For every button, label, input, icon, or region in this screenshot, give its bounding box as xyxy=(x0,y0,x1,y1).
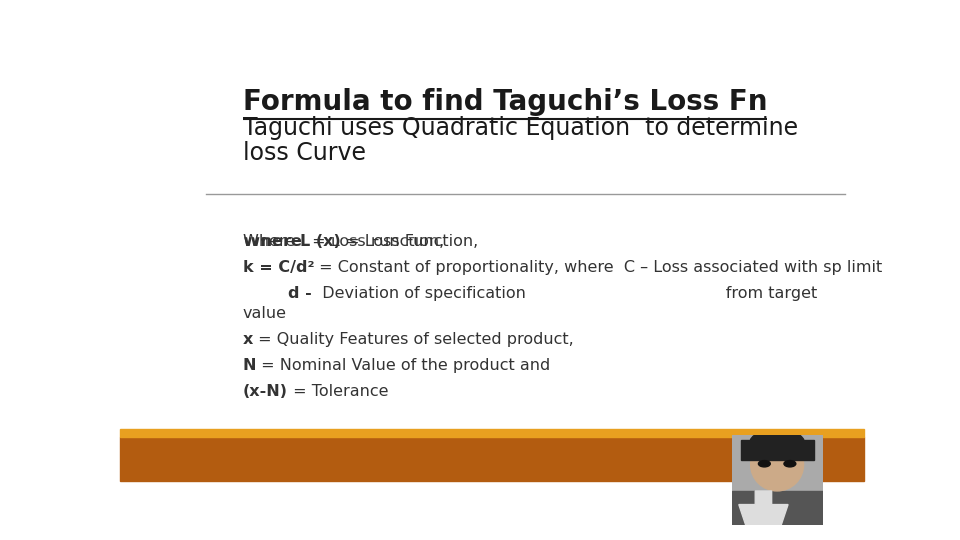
Text: = Loss Function,: = Loss Function, xyxy=(307,234,444,249)
Text: L (x) = k (x-N)²: L (x) = k (x-N)² xyxy=(243,208,381,226)
Text: L (x): L (x) xyxy=(300,234,341,249)
Text: loss Curve: loss Curve xyxy=(243,141,366,165)
Text: = Constant of proportionality, where  C – Loss associated with sp limit: = Constant of proportionality, where C –… xyxy=(314,260,882,275)
Text: d -: d - xyxy=(243,286,311,301)
Bar xyxy=(732,491,823,525)
Bar xyxy=(120,429,864,437)
Text: (x-N): (x-N) xyxy=(243,384,288,399)
Text: = Loss Function,: = Loss Function, xyxy=(341,234,478,249)
Text: Taguchi uses Quadratic Equation  to determine: Taguchi uses Quadratic Equation to deter… xyxy=(243,116,798,140)
Bar xyxy=(120,437,864,481)
Ellipse shape xyxy=(758,461,770,467)
Text: k = C/d²: k = C/d² xyxy=(243,260,314,275)
Text: = Quality Features of selected product,: = Quality Features of selected product, xyxy=(253,332,574,347)
Text: N: N xyxy=(243,358,256,373)
Bar xyxy=(741,440,814,460)
Text: x: x xyxy=(243,332,253,347)
Ellipse shape xyxy=(751,438,804,491)
Bar xyxy=(243,207,652,236)
Ellipse shape xyxy=(750,429,804,456)
Text: Where: Where xyxy=(243,234,307,249)
Ellipse shape xyxy=(784,461,796,467)
Text: value: value xyxy=(243,306,287,321)
Text: Where: Where xyxy=(243,234,300,249)
Text: = Nominal Value of the product and: = Nominal Value of the product and xyxy=(256,358,550,373)
Text: Deviation of specification                                       from target: Deviation of specification from target xyxy=(311,286,817,301)
Text: = Tolerance: = Tolerance xyxy=(288,384,388,399)
Text: Formula to find Taguchi’s Loss Fn: Formula to find Taguchi’s Loss Fn xyxy=(243,87,767,116)
FancyArrow shape xyxy=(739,491,788,540)
